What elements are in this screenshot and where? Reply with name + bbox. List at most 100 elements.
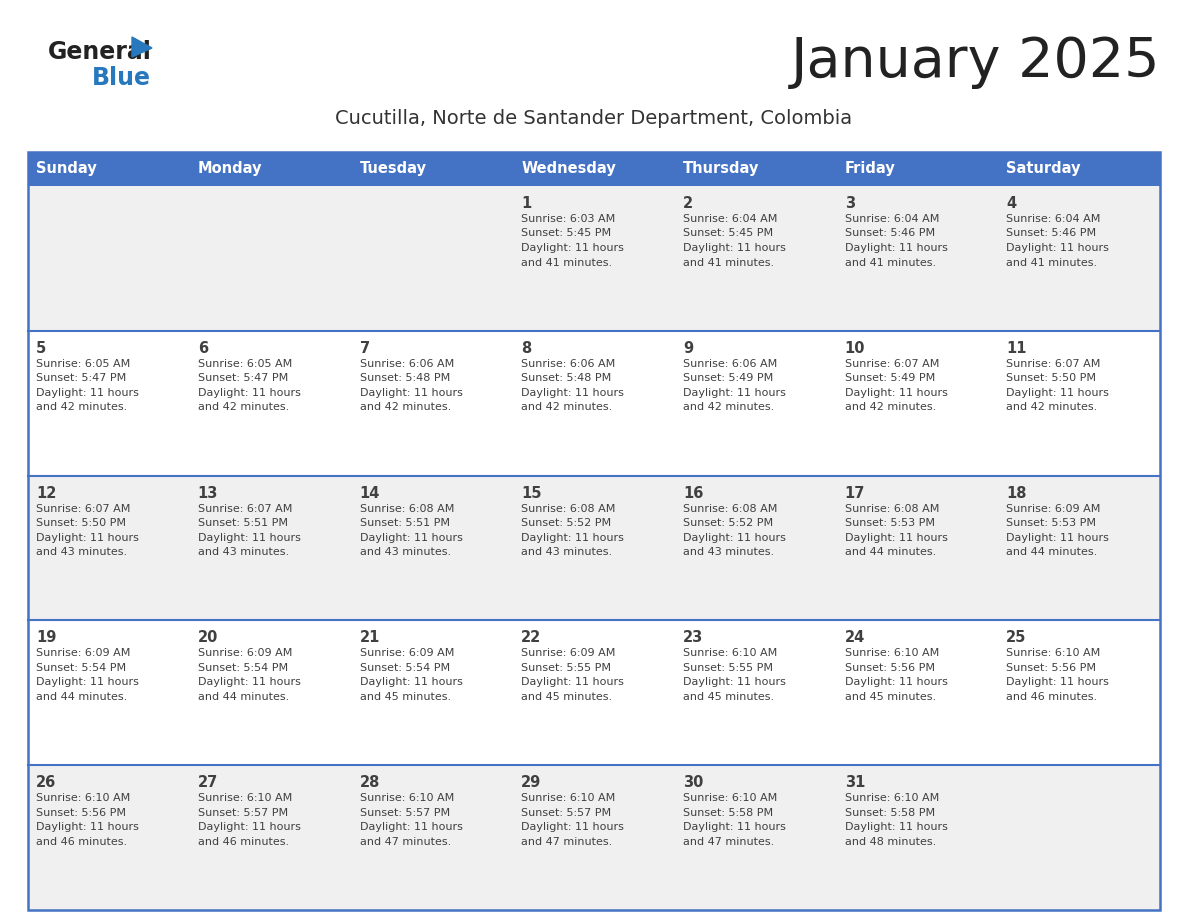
- Text: Daylight: 11 hours: Daylight: 11 hours: [36, 823, 139, 833]
- Text: 17: 17: [845, 486, 865, 500]
- Text: Sunrise: 6:04 AM: Sunrise: 6:04 AM: [845, 214, 939, 224]
- Text: 13: 13: [197, 486, 219, 500]
- Text: Sunrise: 6:09 AM: Sunrise: 6:09 AM: [522, 648, 615, 658]
- Text: and 43 minutes.: and 43 minutes.: [522, 547, 612, 557]
- Text: 27: 27: [197, 775, 219, 790]
- Text: and 47 minutes.: and 47 minutes.: [360, 836, 450, 846]
- Bar: [352, 152, 513, 186]
- Bar: [998, 476, 1159, 621]
- Text: General: General: [48, 40, 152, 64]
- Text: and 41 minutes.: and 41 minutes.: [1006, 258, 1098, 267]
- Bar: [513, 621, 675, 766]
- Text: Sunday: Sunday: [36, 162, 97, 176]
- Bar: [998, 621, 1159, 766]
- Bar: [836, 330, 998, 476]
- Text: Sunrise: 6:09 AM: Sunrise: 6:09 AM: [36, 648, 131, 658]
- Text: Sunrise: 6:08 AM: Sunrise: 6:08 AM: [845, 504, 939, 513]
- Text: Sunrise: 6:07 AM: Sunrise: 6:07 AM: [845, 359, 939, 369]
- Text: Sunrise: 6:03 AM: Sunrise: 6:03 AM: [522, 214, 615, 224]
- Text: 2: 2: [683, 196, 693, 211]
- Text: 29: 29: [522, 775, 542, 790]
- Text: Sunrise: 6:08 AM: Sunrise: 6:08 AM: [360, 504, 454, 513]
- Text: and 45 minutes.: and 45 minutes.: [683, 692, 775, 702]
- Text: Sunset: 5:49 PM: Sunset: 5:49 PM: [845, 374, 935, 384]
- Text: Sunrise: 6:05 AM: Sunrise: 6:05 AM: [197, 359, 292, 369]
- Text: Sunrise: 6:04 AM: Sunrise: 6:04 AM: [683, 214, 777, 224]
- Text: Sunset: 5:49 PM: Sunset: 5:49 PM: [683, 374, 773, 384]
- Text: 30: 30: [683, 775, 703, 790]
- Text: and 42 minutes.: and 42 minutes.: [522, 402, 613, 412]
- Text: Sunset: 5:53 PM: Sunset: 5:53 PM: [845, 518, 935, 528]
- Text: Daylight: 11 hours: Daylight: 11 hours: [683, 823, 785, 833]
- Text: Sunset: 5:51 PM: Sunset: 5:51 PM: [197, 518, 287, 528]
- Text: 22: 22: [522, 631, 542, 645]
- Text: Sunrise: 6:08 AM: Sunrise: 6:08 AM: [522, 504, 615, 513]
- Text: Daylight: 11 hours: Daylight: 11 hours: [197, 387, 301, 397]
- Text: 28: 28: [360, 775, 380, 790]
- Text: Sunset: 5:45 PM: Sunset: 5:45 PM: [522, 229, 612, 239]
- Text: 26: 26: [36, 775, 56, 790]
- Text: Sunrise: 6:10 AM: Sunrise: 6:10 AM: [845, 793, 939, 803]
- Bar: [675, 621, 836, 766]
- Text: 24: 24: [845, 631, 865, 645]
- Text: and 42 minutes.: and 42 minutes.: [36, 402, 127, 412]
- Text: and 44 minutes.: and 44 minutes.: [36, 692, 127, 702]
- Bar: [513, 186, 675, 330]
- Text: Sunset: 5:56 PM: Sunset: 5:56 PM: [1006, 663, 1097, 673]
- Text: Sunset: 5:51 PM: Sunset: 5:51 PM: [360, 518, 449, 528]
- Text: Daylight: 11 hours: Daylight: 11 hours: [522, 823, 624, 833]
- Text: and 41 minutes.: and 41 minutes.: [522, 258, 612, 267]
- Text: Daylight: 11 hours: Daylight: 11 hours: [845, 823, 948, 833]
- Text: Daylight: 11 hours: Daylight: 11 hours: [522, 387, 624, 397]
- Bar: [352, 330, 513, 476]
- Text: 10: 10: [845, 341, 865, 356]
- Text: Saturday: Saturday: [1006, 162, 1081, 176]
- Text: Daylight: 11 hours: Daylight: 11 hours: [683, 243, 785, 253]
- Text: Sunrise: 6:04 AM: Sunrise: 6:04 AM: [1006, 214, 1101, 224]
- Text: Daylight: 11 hours: Daylight: 11 hours: [1006, 243, 1110, 253]
- Text: and 45 minutes.: and 45 minutes.: [522, 692, 612, 702]
- Text: 3: 3: [845, 196, 855, 211]
- Text: Sunrise: 6:07 AM: Sunrise: 6:07 AM: [197, 504, 292, 513]
- Bar: [998, 330, 1159, 476]
- Text: Daylight: 11 hours: Daylight: 11 hours: [360, 532, 462, 543]
- Text: Sunset: 5:54 PM: Sunset: 5:54 PM: [360, 663, 449, 673]
- Text: Sunset: 5:48 PM: Sunset: 5:48 PM: [360, 374, 450, 384]
- Text: Daylight: 11 hours: Daylight: 11 hours: [522, 243, 624, 253]
- Text: and 42 minutes.: and 42 minutes.: [845, 402, 936, 412]
- Text: Sunrise: 6:10 AM: Sunrise: 6:10 AM: [197, 793, 292, 803]
- Bar: [836, 476, 998, 621]
- Text: and 41 minutes.: and 41 minutes.: [845, 258, 936, 267]
- Text: Sunrise: 6:10 AM: Sunrise: 6:10 AM: [522, 793, 615, 803]
- Text: and 46 minutes.: and 46 minutes.: [36, 836, 127, 846]
- Bar: [836, 621, 998, 766]
- Text: 7: 7: [360, 341, 369, 356]
- Text: 5: 5: [36, 341, 46, 356]
- Text: Sunset: 5:55 PM: Sunset: 5:55 PM: [683, 663, 773, 673]
- Polygon shape: [132, 37, 152, 57]
- Text: and 42 minutes.: and 42 minutes.: [683, 402, 775, 412]
- Text: Daylight: 11 hours: Daylight: 11 hours: [522, 532, 624, 543]
- Text: Sunset: 5:54 PM: Sunset: 5:54 PM: [36, 663, 126, 673]
- Text: and 42 minutes.: and 42 minutes.: [360, 402, 450, 412]
- Bar: [513, 766, 675, 910]
- Text: Daylight: 11 hours: Daylight: 11 hours: [845, 532, 948, 543]
- Text: and 45 minutes.: and 45 minutes.: [845, 692, 936, 702]
- Bar: [190, 766, 352, 910]
- Text: and 47 minutes.: and 47 minutes.: [522, 836, 613, 846]
- Bar: [998, 766, 1159, 910]
- Text: 14: 14: [360, 486, 380, 500]
- Bar: [190, 152, 352, 186]
- Text: Sunrise: 6:10 AM: Sunrise: 6:10 AM: [845, 648, 939, 658]
- Text: 31: 31: [845, 775, 865, 790]
- Text: Daylight: 11 hours: Daylight: 11 hours: [1006, 677, 1110, 688]
- Text: 25: 25: [1006, 631, 1026, 645]
- Text: Sunset: 5:50 PM: Sunset: 5:50 PM: [1006, 374, 1097, 384]
- Text: Sunrise: 6:09 AM: Sunrise: 6:09 AM: [197, 648, 292, 658]
- Bar: [29, 152, 190, 186]
- Text: Sunset: 5:53 PM: Sunset: 5:53 PM: [1006, 518, 1097, 528]
- Text: Daylight: 11 hours: Daylight: 11 hours: [197, 823, 301, 833]
- Bar: [190, 476, 352, 621]
- Text: 18: 18: [1006, 486, 1026, 500]
- Text: Thursday: Thursday: [683, 162, 759, 176]
